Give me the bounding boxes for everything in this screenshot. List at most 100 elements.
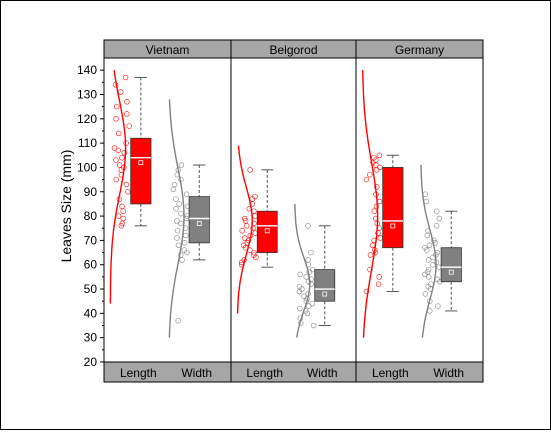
data-point (297, 305, 303, 312)
data-point (367, 266, 373, 273)
data-point (115, 130, 122, 137)
y-tick-label: 90 (84, 185, 98, 199)
data-point (113, 157, 119, 163)
box-mean-marker (448, 269, 454, 275)
data-point (422, 291, 429, 297)
data-point (424, 232, 431, 239)
data-point (371, 208, 378, 214)
data-point (120, 208, 126, 214)
data-point (303, 298, 310, 304)
data-point (179, 257, 185, 263)
data-point (373, 203, 380, 210)
data-point (426, 242, 433, 249)
y-tick-label: 70 (84, 233, 98, 247)
data-point (244, 240, 251, 246)
data-point (174, 218, 180, 224)
box-mean-marker (196, 221, 202, 226)
data-point (183, 232, 189, 239)
data-point (241, 215, 248, 222)
data-point (426, 274, 432, 280)
data-point (178, 176, 184, 183)
data-point (373, 167, 380, 173)
data-point (250, 225, 256, 231)
data-point (432, 240, 438, 246)
box-iqr (188, 196, 210, 244)
data-point (112, 82, 119, 88)
data-point (303, 274, 309, 280)
data-point (427, 286, 434, 292)
data-point (111, 145, 118, 151)
category-label: Width (307, 366, 338, 380)
data-point (173, 196, 179, 202)
category-footer-strip (103, 361, 484, 383)
plot-frame (103, 57, 484, 363)
panel-title: Germany (395, 43, 444, 57)
data-point (116, 196, 123, 202)
data-point (173, 206, 179, 212)
data-point (435, 303, 441, 309)
data-point (119, 203, 125, 210)
data-point (371, 237, 377, 244)
data-point (305, 223, 311, 229)
data-point (306, 269, 312, 275)
box-iqr (440, 247, 462, 283)
data-point (124, 111, 130, 117)
data-point (123, 140, 129, 146)
data-point (433, 223, 440, 229)
data-point (374, 184, 380, 190)
data-point (121, 150, 128, 156)
data-point (175, 317, 181, 324)
data-point (422, 191, 429, 197)
data-point (372, 249, 379, 256)
data-point (174, 171, 181, 178)
data-point (306, 303, 312, 309)
data-point (125, 189, 131, 195)
y-tick-label: 140 (77, 63, 97, 77)
data-point (183, 191, 190, 197)
data-point (422, 271, 428, 278)
data-point (113, 103, 120, 110)
data-point (427, 298, 433, 304)
category-label: Width (181, 366, 212, 380)
data-point (297, 271, 303, 278)
data-point (243, 223, 250, 229)
y-tick-label: 50 (84, 282, 98, 296)
data-point (238, 259, 245, 266)
data-point (178, 210, 184, 217)
data-point (115, 147, 122, 154)
data-point (374, 220, 381, 227)
box-iqr (314, 269, 336, 302)
data-point (171, 181, 178, 188)
data-point (239, 261, 245, 268)
panel-title: Vietnam (146, 43, 190, 57)
box-mean-marker (390, 223, 396, 229)
data-point (116, 162, 123, 168)
data-point (423, 247, 430, 253)
data-point (126, 123, 132, 129)
data-point (372, 215, 379, 222)
data-point (376, 274, 382, 280)
data-point (371, 247, 378, 253)
data-point (117, 89, 124, 95)
data-point (301, 293, 307, 300)
data-point (308, 281, 314, 287)
data-point (253, 254, 259, 261)
data-point (178, 220, 184, 227)
data-point (118, 223, 125, 229)
data-point (304, 296, 310, 302)
data-point (427, 308, 433, 314)
data-point (376, 152, 383, 159)
data-point (430, 261, 436, 268)
data-point (124, 99, 130, 105)
data-point (425, 266, 432, 273)
data-point (425, 257, 432, 263)
category-label: Length (372, 366, 409, 380)
y-tick-label: 80 (84, 209, 98, 223)
data-point (181, 240, 188, 246)
y-axis: 20 30 40 50 60 70 80 90 100 110 120 130 140 (77, 63, 104, 369)
data-point (246, 206, 252, 212)
data-point (430, 254, 436, 261)
data-point (249, 201, 256, 207)
box-iqr (256, 210, 278, 253)
data-point (113, 116, 119, 122)
